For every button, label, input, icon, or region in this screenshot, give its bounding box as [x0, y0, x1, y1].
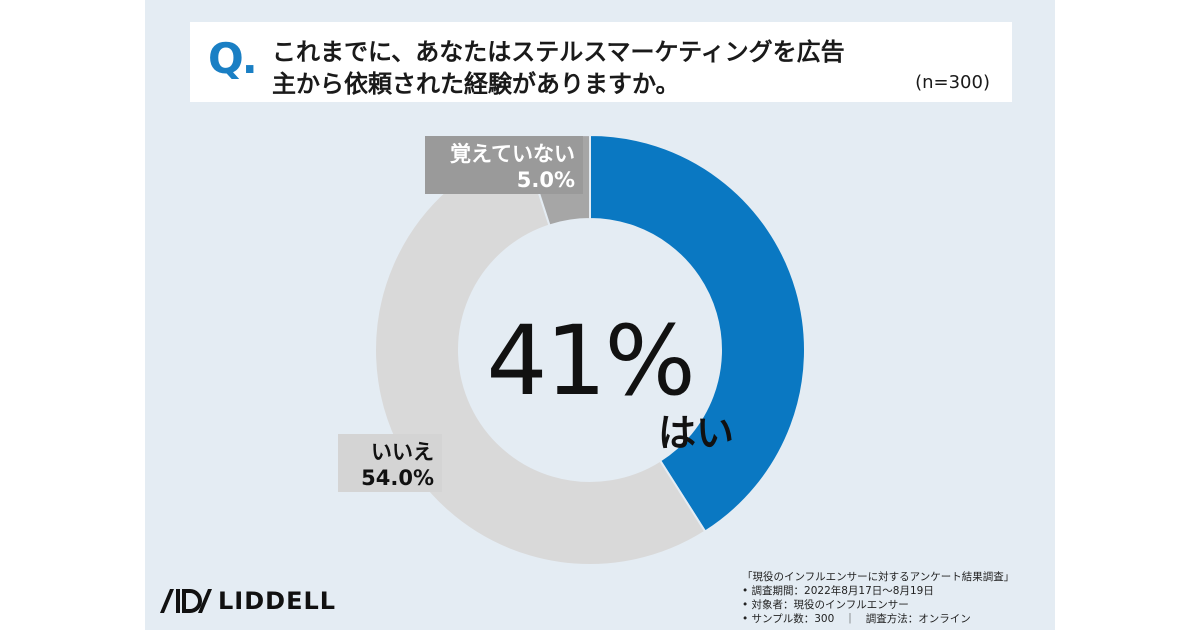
survey-sample: • サンプル数：300 ｜ 調査方法：オンライン	[742, 613, 971, 625]
liddell-logo: LIDDELL	[160, 587, 337, 615]
sample-size: (n=300)	[915, 72, 990, 93]
label-dontknow-name: 覚えていない	[450, 142, 575, 166]
label-no-name: いいえ	[371, 440, 434, 464]
label-dontknow: 覚えていない 5.0%	[425, 136, 583, 194]
survey-title: 「現役のインフルエンサーに対するアンケート結果調査」	[742, 571, 1015, 583]
label-no: いいえ 54.0%	[338, 434, 442, 492]
logo-text: LIDDELL	[218, 587, 337, 615]
question-mark: Q.	[208, 34, 258, 83]
survey-info: 「現役のインフルエンサーに対するアンケート結果調査」 • 調査期間：2022年8…	[742, 570, 1042, 626]
label-dontknow-value: 5.0%	[516, 168, 575, 192]
survey-target: • 対象者：現役のインフルエンサー	[742, 599, 909, 611]
question-line-2: 主から依頼された経験がありますか。	[272, 70, 680, 98]
label-yes: はい	[658, 411, 735, 455]
label-no-value: 54.0%	[361, 466, 434, 490]
survey-period: • 調査期間：2022年8月17日〜8月19日	[742, 585, 934, 597]
question-line-1: これまでに、あなたはステルスマーケティングを広告	[272, 38, 845, 66]
question-box: Q. これまでに、あなたはステルスマーケティングを広告 主から依頼された経験があ…	[190, 22, 1012, 102]
center-value: 41%	[486, 305, 695, 417]
liddell-mark-icon	[160, 589, 212, 613]
slice-yes	[589, 133, 806, 533]
